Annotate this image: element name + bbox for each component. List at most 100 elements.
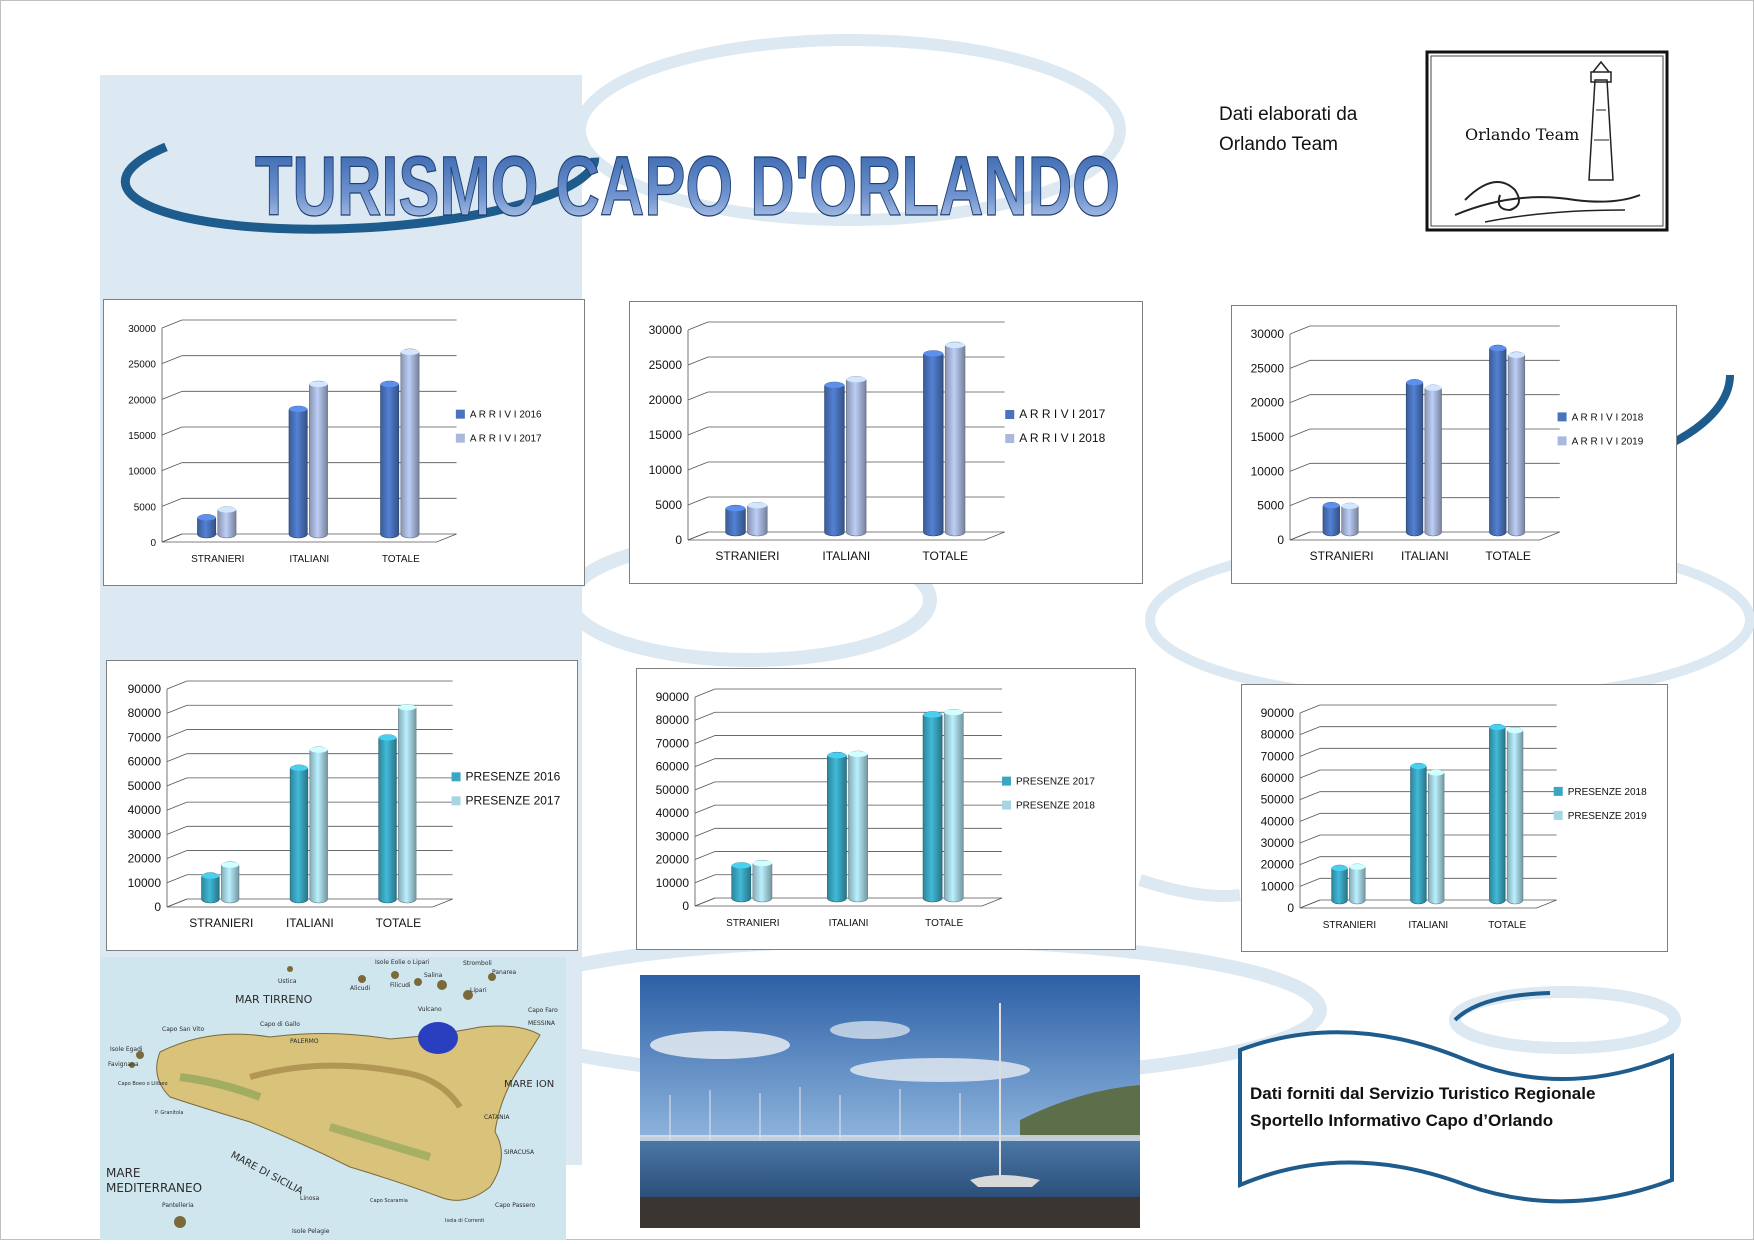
bar-top-cap <box>923 350 944 357</box>
bar-top-cap <box>923 711 943 718</box>
grid-depth-line <box>1299 747 1321 757</box>
grid-depth-line <box>694 874 716 884</box>
bar-top-cap <box>398 704 417 711</box>
map-label: Vulcano <box>418 1006 442 1013</box>
y-tick-label: 0 <box>154 900 161 914</box>
x-tick-label: TOTALE <box>1485 549 1531 563</box>
y-tick-label: 30000 <box>1251 327 1285 341</box>
map-label: SIRACUSA <box>504 1149 535 1156</box>
chart-presenze-2017-2018: 0 10000 20000 30000 40000 50000 60000 70000 8000… <box>636 668 1136 950</box>
bar-top-cap <box>752 860 772 867</box>
bar-top-cap <box>1341 503 1359 510</box>
grid-depth-line <box>166 729 188 738</box>
bar-top-cap <box>848 751 868 758</box>
y-tick-label: 0 <box>1287 901 1294 915</box>
x-tick-label: ITALIANI <box>289 554 329 565</box>
credit-line-1: Dati elaborati da <box>1219 104 1358 125</box>
grid-depth-line <box>1289 531 1311 541</box>
credit-block: Dati elaborati da Orlando Team <box>1219 100 1357 160</box>
bar-totale-series-2 <box>398 704 417 904</box>
page-title: TURISMO CAPO D'ORLANDO <box>255 139 1120 233</box>
bar-top-cap <box>1406 379 1423 386</box>
map-label: MAR TIRRENO <box>235 993 313 1006</box>
map-label: Salina <box>424 972 443 979</box>
y-tick-label: 25000 <box>649 358 683 372</box>
grid-depth-line <box>166 874 188 884</box>
x-tick-label: ITALIANI <box>822 549 870 563</box>
page-title-graphic: TURISMO CAPO D'ORLANDO <box>254 138 1120 233</box>
map-label: PALERMO <box>290 1038 319 1045</box>
grid-depth-line <box>166 825 188 835</box>
grid-depth-line <box>161 462 183 472</box>
grid-depth-line <box>166 898 188 908</box>
y-tick-label: 60000 <box>128 755 162 769</box>
y-tick-label: 90000 <box>656 690 690 704</box>
x-tick-label: TOTALE <box>382 554 420 565</box>
bar-top-cap <box>824 382 845 388</box>
legend-swatch <box>455 433 465 443</box>
y-tick-label: 70000 <box>656 736 690 750</box>
grid-depth-line <box>1299 769 1321 779</box>
grid-depth-line <box>694 688 716 698</box>
y-tick-label: 70000 <box>128 730 162 744</box>
bar-top-cap <box>1331 865 1348 871</box>
bar-top-cap <box>201 872 220 879</box>
bar-top-cap <box>1322 502 1340 509</box>
map-label: Filicudi <box>390 982 411 989</box>
bar-top-cap <box>288 406 308 413</box>
map-label: Capo San Vito <box>162 1026 204 1033</box>
bar-totale-series-2 <box>944 341 966 537</box>
source-note: Dati forniti dal Servizio Turistico Regi… <box>1250 1080 1595 1134</box>
grid-depth-line <box>1289 359 1311 369</box>
y-tick-label: 80000 <box>656 713 690 727</box>
y-tick-label: 60000 <box>656 760 690 774</box>
map-label: Capo Faro <box>528 1007 558 1014</box>
bar-chart-presenze-2017-2018: 0 10000 20000 30000 40000 50000 60000 70000 8000… <box>656 688 1095 929</box>
bar-chart-presenze-2016-2017: 0 10000 20000 30000 40000 50000 60000 70000 8000… <box>128 680 561 930</box>
map-label: Capo di Gallo <box>260 1021 300 1028</box>
bar-italiani-series-1 <box>288 405 308 539</box>
bar-top-cap <box>1507 727 1523 734</box>
legend-label: PRESENZE 2019 <box>1568 811 1647 822</box>
map-label: Pantelleria <box>162 1202 194 1209</box>
legend-swatch <box>451 772 461 782</box>
grid-depth-line <box>1299 834 1321 844</box>
map-label: Favignana <box>108 1061 139 1068</box>
x-tick-label: ITALIANI <box>286 916 334 930</box>
y-tick-label: 15000 <box>128 431 156 442</box>
y-tick-label: 40000 <box>128 803 162 817</box>
grid-depth-line <box>161 533 183 543</box>
chart-arrivi-2017-2018: 0 5000 10000 15000 20000 25000 30000 STRANIERI I… <box>629 301 1143 584</box>
y-tick-label: 10000 <box>656 876 690 890</box>
y-tick-label: 20000 <box>656 853 690 867</box>
map-label: Isole Eolie o Lipari <box>375 959 430 966</box>
bar-top-cap <box>827 752 847 759</box>
map-label: Capo Passero <box>495 1202 536 1209</box>
x-tick-label: TOTALE <box>925 918 963 929</box>
grid-depth-line <box>1299 877 1321 887</box>
legend-swatch <box>455 409 465 419</box>
bar-italiani-series-1 <box>827 751 847 903</box>
y-tick-label: 0 <box>675 533 682 547</box>
x-tick-label: STRANIERI <box>726 918 779 929</box>
floor-front <box>688 531 1005 541</box>
legend-swatch <box>1557 412 1567 422</box>
bar-top-cap <box>1410 763 1427 770</box>
floor-front <box>162 533 457 543</box>
bar-top-cap <box>846 376 867 383</box>
y-tick-label: 15000 <box>1251 430 1285 444</box>
bar-totale-series-1 <box>1489 344 1507 537</box>
map-label: Alicudi <box>350 985 370 992</box>
grid-depth-line <box>694 711 716 721</box>
sicily-map: MAR TIRRENO MARE ION MARE DI SICILIA MAR… <box>100 957 566 1240</box>
grid-depth-line <box>1299 726 1321 736</box>
x-tick-label: STRANIERI <box>189 916 253 930</box>
grid-depth-line <box>687 531 709 541</box>
legend-label: PRESENZE 2018 <box>1016 801 1095 812</box>
bar-totale-series-2 <box>400 348 420 539</box>
grid-depth-line <box>166 680 188 690</box>
y-tick-label: 20000 <box>1251 396 1285 410</box>
map-label: MESSINA <box>528 1020 556 1027</box>
x-tick-label: ITALIANI <box>829 918 869 929</box>
bar-top-cap <box>1508 351 1525 358</box>
